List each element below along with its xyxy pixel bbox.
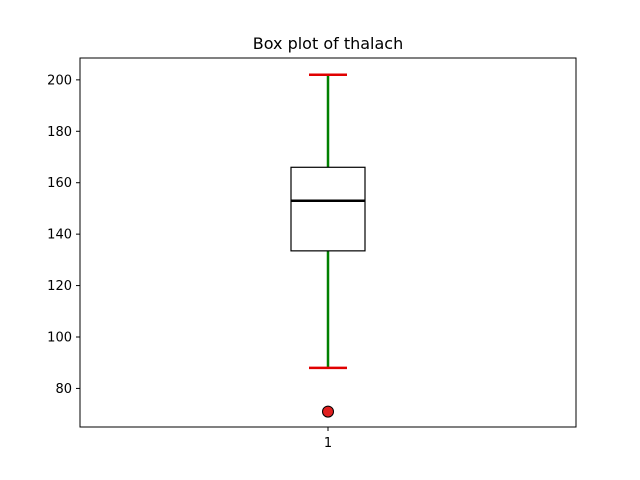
x-tick-label: 1 xyxy=(324,436,332,451)
y-tick-label: 160 xyxy=(47,176,72,191)
y-tick-label: 140 xyxy=(47,228,72,243)
y-tick-label: 200 xyxy=(47,73,72,88)
y-tick-label: 120 xyxy=(47,279,72,294)
y-tick-label: 100 xyxy=(47,331,72,346)
y-axis: 80 100 120 140 160 180 200 xyxy=(47,73,80,397)
y-tick-label: 80 xyxy=(55,382,72,397)
y-tick-label: 180 xyxy=(47,125,72,140)
x-axis: 1 xyxy=(324,427,332,451)
iqr-box xyxy=(290,166,366,252)
outlier-point xyxy=(322,405,334,418)
chart-title: Box plot of thalach xyxy=(253,34,404,53)
plot-content xyxy=(290,73,366,418)
